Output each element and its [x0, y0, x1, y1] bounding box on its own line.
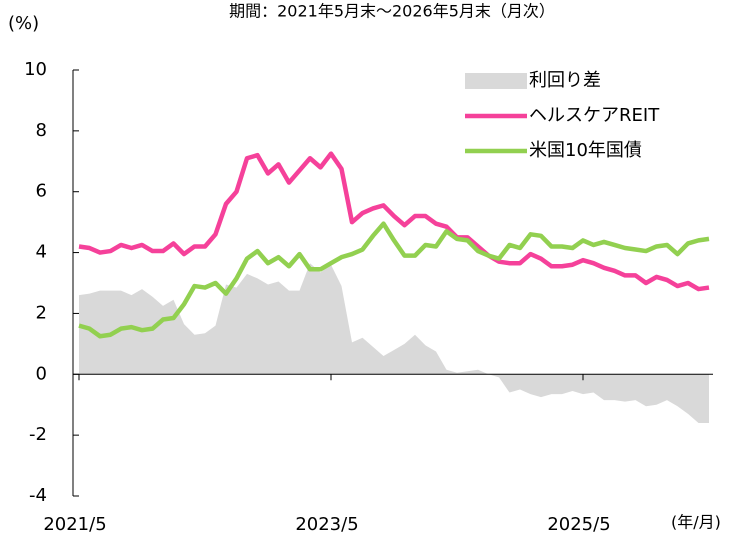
- y-tick-label: 2: [36, 302, 47, 323]
- y-tick-label: 8: [36, 120, 47, 141]
- legend-label: 利回り差: [529, 70, 601, 91]
- y-tick-label: -2: [29, 424, 47, 445]
- y-tick-label: 4: [36, 242, 47, 263]
- y-tick-label: 10: [24, 59, 47, 80]
- series-line: [78, 221, 710, 339]
- chart-title: 期間：2021年5月末～2026年5月末（月次）: [229, 2, 555, 21]
- legend-label: 米国10年国債: [529, 140, 642, 161]
- legend-label: ヘルスケアREIT: [529, 105, 660, 126]
- spread-area: [79, 263, 709, 423]
- x-tick-label: 2021/5: [43, 514, 106, 535]
- y-tick-label: 6: [36, 181, 47, 202]
- legend-swatch: [465, 73, 527, 89]
- y-tick-label: 0: [36, 363, 47, 384]
- y-tick-label: -4: [29, 485, 47, 506]
- y-axis-label: (%): [8, 13, 39, 34]
- x-tick-label: 2023/5: [295, 514, 358, 535]
- x-tick-label: 2025/5: [547, 514, 610, 535]
- x-axis-label: (年/月): [671, 513, 721, 532]
- series-line: [78, 151, 710, 292]
